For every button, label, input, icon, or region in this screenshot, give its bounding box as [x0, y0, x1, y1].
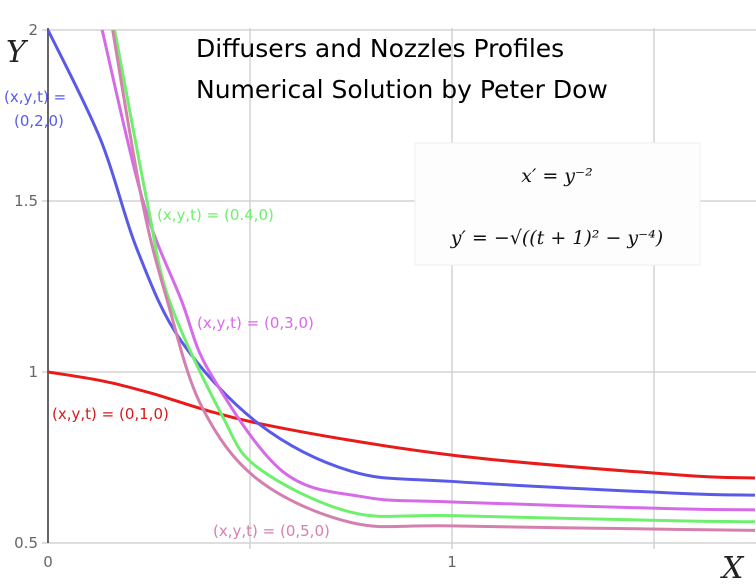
- y-axis-label: Y: [6, 35, 29, 70]
- series-line-1: [48, 29, 756, 497]
- equation-box: x′ = y⁻² y′ = −√((t + 1)² − y⁻⁴): [414, 142, 701, 266]
- series-label-0.4-0: (x,y,t) = (0.4,0): [157, 206, 274, 224]
- series-line-2: [100, 29, 756, 512]
- x-tick-label: 0: [43, 553, 53, 571]
- series-line-3: [113, 29, 756, 524]
- chart-title-line-2: Numerical Solution by Peter Dow: [196, 75, 608, 104]
- series-label-0-5-0: (x,y,t) = (0,5,0): [213, 522, 330, 540]
- grid: [42, 28, 756, 549]
- tick-labels: 2 1.5 1 0.5 0 1: [14, 21, 457, 571]
- series-labels: (x,y,t) = (0,1,0) (x,y,t) = (0,2,0) (x,y…: [4, 88, 330, 540]
- series-line-0: [48, 370, 756, 480]
- chart-title-line-1: Diffusers and Nozzles Profiles: [196, 34, 564, 63]
- equation-y-prime: y′ = −√((t + 1)² − y⁻⁴): [450, 227, 663, 249]
- series-lines: [48, 29, 756, 532]
- y-tick-label: 2: [28, 21, 38, 39]
- series-label-0-3-0: (x,y,t) = (0,3,0): [197, 314, 314, 332]
- x-axis-label: X: [720, 551, 745, 584]
- equation-x-prime: x′ = y⁻²: [521, 165, 592, 187]
- y-tick-label: 0.5: [14, 534, 38, 552]
- x-tick-label: 1: [447, 553, 457, 571]
- y-tick-label: 1.5: [14, 192, 38, 210]
- series-label-0-2-0-line2: (0,2,0): [14, 112, 64, 130]
- series-line-4: [111, 29, 756, 532]
- series-label-0-2-0-line1: (x,y,t) =: [4, 88, 66, 106]
- series-label-0-1-0: (x,y,t) = (0,1,0): [52, 405, 169, 423]
- y-tick-label: 1: [28, 363, 38, 381]
